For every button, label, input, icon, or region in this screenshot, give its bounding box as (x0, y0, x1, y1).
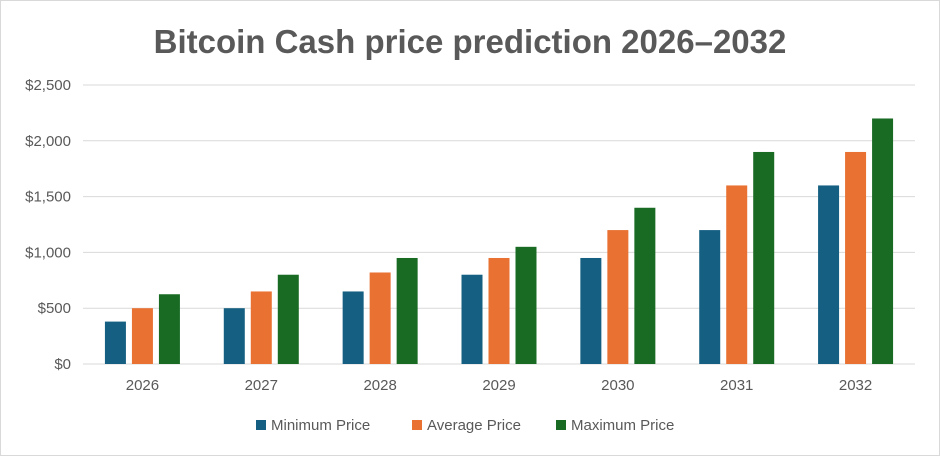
legend-label-minimum-price: Minimum Price (271, 417, 370, 434)
legend-swatch-average-price (412, 420, 422, 430)
bar-minimum-price-2029 (461, 274, 483, 364)
bar-maximum-price-2026 (158, 294, 180, 364)
bar-average-price-2028 (369, 272, 391, 364)
y-tick-label: $2,500 (25, 77, 71, 94)
bar-average-price-2031 (726, 185, 748, 364)
bar-minimum-price-2028 (342, 291, 364, 364)
bar-maximum-price-2029 (515, 246, 537, 364)
bar-minimum-price-2032 (818, 185, 840, 364)
x-tick-label: 2031 (720, 377, 753, 394)
bar-minimum-price-2030 (580, 257, 602, 364)
legend: Minimum Price Average Price Maximum Price (256, 417, 674, 434)
bar-maximum-price-2032 (872, 118, 894, 364)
bar-average-price-2032 (845, 151, 867, 364)
bar-average-price-2029 (488, 257, 510, 364)
y-axis-ticks: $0 $500 $1,000 $1,500 $2,000 $2,500 (25, 77, 71, 373)
gridlines (83, 84, 915, 365)
bar-minimum-price-2031 (699, 230, 721, 364)
legend-label-average-price: Average Price (427, 417, 521, 434)
x-tick-label: 2028 (363, 377, 396, 394)
bar-maximum-price-2028 (396, 257, 418, 364)
x-tick-label: 2029 (482, 377, 515, 394)
bar-average-price-2027 (250, 291, 272, 364)
x-tick-label: 2030 (601, 377, 634, 394)
x-axis-ticks: 2026 2027 2028 2029 2030 2031 2032 (126, 377, 873, 394)
y-tick-label: $1,500 (25, 189, 71, 206)
bar-minimum-price-2026 (104, 321, 126, 364)
legend-label-maximum-price: Maximum Price (571, 417, 674, 434)
x-tick-label: 2026 (126, 377, 159, 394)
bars (104, 118, 894, 364)
y-tick-label: $2,000 (25, 133, 71, 150)
bar-maximum-price-2027 (277, 274, 299, 364)
bar-average-price-2026 (131, 308, 153, 364)
bar-maximum-price-2031 (753, 151, 775, 364)
y-tick-label: $500 (38, 300, 71, 317)
bar-minimum-price-2027 (223, 308, 245, 364)
y-tick-label: $1,000 (25, 244, 71, 261)
x-tick-label: 2032 (839, 377, 872, 394)
chart-title: Bitcoin Cash price prediction 2026–2032 (154, 23, 787, 60)
legend-swatch-minimum-price (256, 420, 266, 430)
bar-maximum-price-2030 (634, 207, 656, 364)
x-tick-label: 2027 (245, 377, 278, 394)
bar-average-price-2030 (607, 230, 629, 364)
y-tick-label: $0 (54, 356, 71, 373)
legend-swatch-maximum-price (556, 420, 566, 430)
